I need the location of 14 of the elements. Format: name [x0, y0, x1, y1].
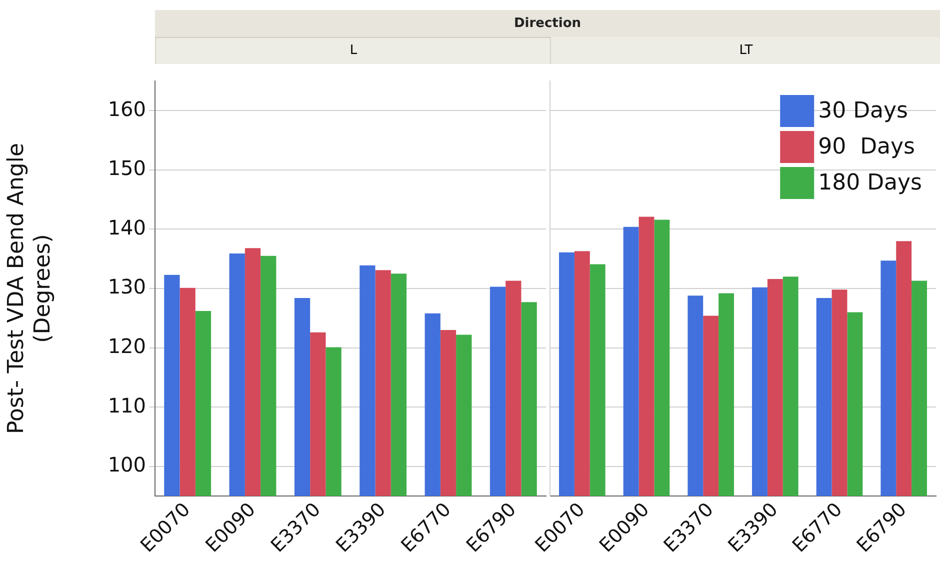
- y-tick-label: 150: [108, 156, 146, 180]
- chart-title: L: [155, 37, 551, 64]
- y-tick-label: 100: [108, 452, 146, 477]
- legend-label: 90 Days: [818, 134, 916, 160]
- chart-title: LT: [550, 37, 940, 64]
- y-tick-label: 130: [108, 274, 146, 299]
- legend-label: 30 Days: [818, 98, 908, 124]
- y-tick-label: 140: [108, 215, 146, 240]
- y-axis-title: Post- Test VDA Bend Angle (Degrees): [4, 142, 56, 434]
- text: Direction: [155, 10, 940, 38]
- legend-label: 180 Days: [818, 170, 922, 196]
- y-tick-label: 120: [108, 334, 146, 358]
- y-tick-label: 110: [108, 393, 146, 418]
- y-tick-label: 160: [108, 96, 146, 121]
